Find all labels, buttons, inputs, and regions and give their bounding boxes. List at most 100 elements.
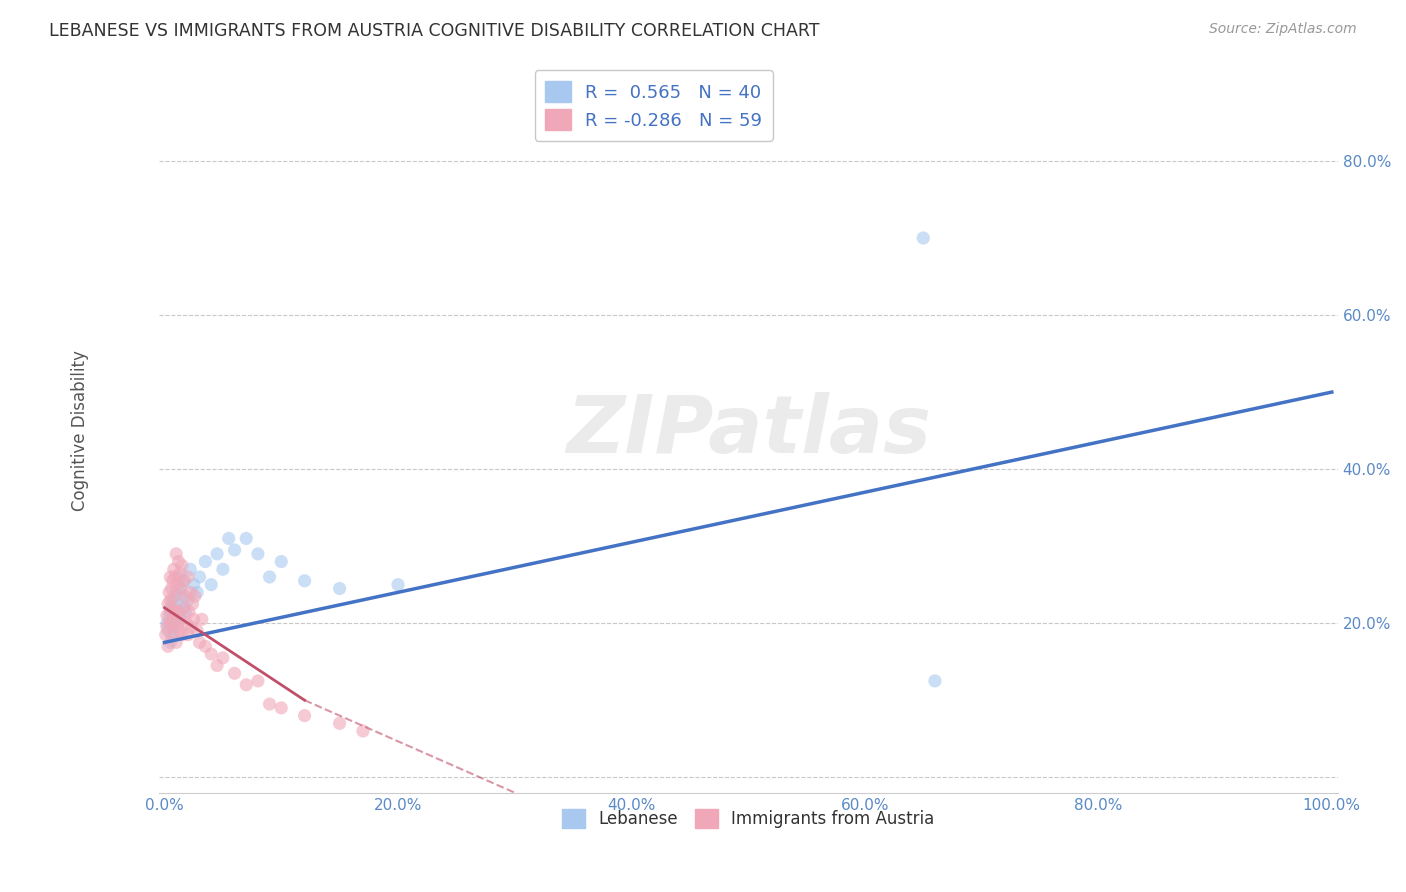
Point [165,605,187,619]
Point [170,589,193,603]
Point [205,547,228,561]
Point [270,555,292,569]
Point [163,612,186,626]
Point [924,673,946,688]
Point [163,628,186,642]
Point [157,624,180,638]
Point [177,570,200,584]
Text: LEBANESE VS IMMIGRANTS FROM AUSTRIA COGNITIVE DISABILITY CORRELATION CHART: LEBANESE VS IMMIGRANTS FROM AUSTRIA COGN… [49,22,820,40]
Point [166,616,188,631]
Point [170,558,193,573]
Point [200,647,222,661]
Point [163,608,186,623]
Text: Source: ZipAtlas.com: Source: ZipAtlas.com [1209,22,1357,37]
Point [157,585,180,599]
Point [212,562,235,576]
Point [200,577,222,591]
Point [194,555,217,569]
Point [184,589,207,603]
Point [294,708,316,723]
Point [156,620,179,634]
Point [166,620,188,634]
Point [170,582,193,596]
Point [165,597,187,611]
Point [166,577,188,591]
Point [194,640,217,654]
Point [218,532,240,546]
Point [173,574,195,588]
Point [912,231,935,245]
Point [170,628,193,642]
Point [186,585,208,599]
Point [329,582,352,596]
Text: ZIPatlas: ZIPatlas [565,392,931,469]
Point [163,562,186,576]
Point [167,570,190,584]
Point [160,628,183,642]
Point [169,624,191,638]
Point [159,600,181,615]
Point [163,589,186,603]
Point [183,612,205,626]
Point [179,562,201,576]
Point [162,616,184,631]
Point [259,570,281,584]
Point [172,600,194,615]
Point [235,678,257,692]
Point [176,616,198,631]
Point [162,593,184,607]
Point [170,582,193,596]
Point [174,605,197,619]
Point [159,593,181,607]
Point [165,547,187,561]
Point [157,608,180,623]
Point [188,570,211,584]
Point [352,724,374,739]
Point [180,620,202,634]
Point [170,612,193,626]
Point [177,628,200,642]
Point [159,570,181,584]
Point [163,570,186,584]
Point [167,605,190,619]
Point [246,673,269,688]
Point [270,701,292,715]
Point [212,650,235,665]
Point [169,608,191,623]
Point [205,658,228,673]
Point [162,600,184,615]
Point [160,605,183,619]
Point [156,608,179,623]
Point [159,605,181,619]
Point [181,597,204,611]
Point [156,616,179,631]
Y-axis label: Cognitive Disability: Cognitive Disability [72,351,89,511]
Point [246,547,269,561]
Point [160,582,183,596]
Point [191,612,214,626]
Point [174,589,197,603]
Point [177,593,200,607]
Legend: Lebanese, Immigrants from Austria: Lebanese, Immigrants from Austria [555,803,941,835]
Point [172,574,194,588]
Point [157,616,180,631]
Point [183,577,205,591]
Point [165,635,187,649]
Point [165,585,187,599]
Point [235,532,257,546]
Point [179,585,201,599]
Point [224,666,246,681]
Point [259,697,281,711]
Point [162,620,184,634]
Point [162,574,184,588]
Point [387,577,409,591]
Point [186,624,208,638]
Point [177,605,200,619]
Point [159,635,181,649]
Point [173,600,195,615]
Point [167,555,190,569]
Point [188,635,211,649]
Point [169,566,191,580]
Point [155,628,177,642]
Point [294,574,316,588]
